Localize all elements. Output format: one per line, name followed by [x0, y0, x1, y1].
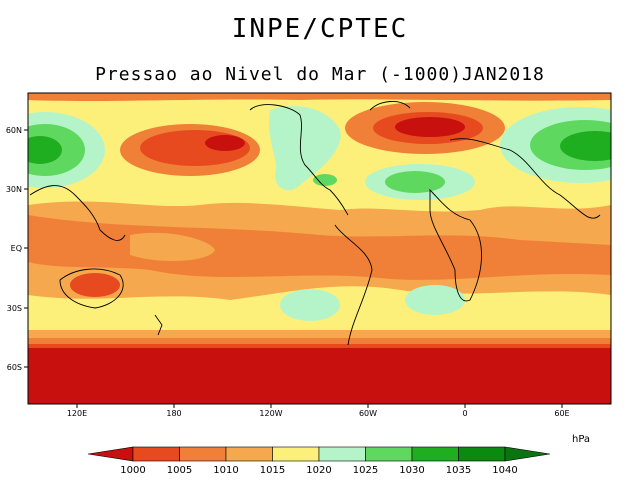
colorbar-level-label: 1000 — [120, 465, 145, 476]
lat-tick-label: EQ — [11, 244, 22, 253]
colorbar-level-label: 1020 — [306, 465, 331, 476]
lon-tick-label: 120E — [67, 409, 87, 418]
lon-tick-label: 0 — [462, 409, 467, 418]
lon-tick-label: 180 — [166, 409, 181, 418]
colorbar-level-label: 1005 — [167, 465, 192, 476]
colorbar-swatch — [365, 446, 413, 462]
map-title: INPE/CPTEC — [231, 14, 409, 44]
colorbar-swatch — [179, 446, 227, 462]
lon-axis: 120E 180 120W 60W 0 60E — [67, 404, 570, 418]
lat-tick-label: 30N — [6, 185, 22, 194]
lat-tick-label: 60N — [6, 126, 22, 135]
colorbar-level-label: 1025 — [353, 465, 378, 476]
lat-axis: 60N 30N EQ 30S 60S — [6, 126, 28, 372]
colorbar-swatch — [411, 446, 459, 462]
colorbar-level-label: 1040 — [492, 465, 517, 476]
lon-tick-label: 60W — [359, 409, 377, 418]
colorbar-swatch — [132, 446, 180, 462]
lat-tick-label: 60S — [7, 363, 22, 372]
colorbar-swatch — [272, 446, 320, 462]
lon-tick-label: 120W — [259, 409, 282, 418]
colorbar-swatch — [458, 446, 506, 462]
colorbar-swatch — [87, 446, 134, 462]
map-subtitle: Pressao ao Nivel do Mar (-1000)JAN2018 — [95, 64, 545, 85]
coastlines — [29, 101, 601, 346]
colorbar-level-label: 1035 — [446, 465, 471, 476]
colorbar-swatch — [318, 446, 366, 462]
colorbar-level-label: 1015 — [260, 465, 285, 476]
lat-tick-label: 30S — [7, 304, 22, 313]
pressure-field — [28, 93, 611, 404]
colorbar-swatch — [504, 446, 551, 462]
colorbar-level-label: 1010 — [213, 465, 238, 476]
colorbar-level-label: 1030 — [399, 465, 424, 476]
colorbar-unit: hPa — [572, 434, 590, 445]
colorbar-swatch — [225, 446, 273, 462]
colorbar: hPa 1000 1005 1010 1015 1020 1025 1030 1035 1040 — [87, 434, 590, 476]
lon-tick-label: 60E — [554, 409, 569, 418]
